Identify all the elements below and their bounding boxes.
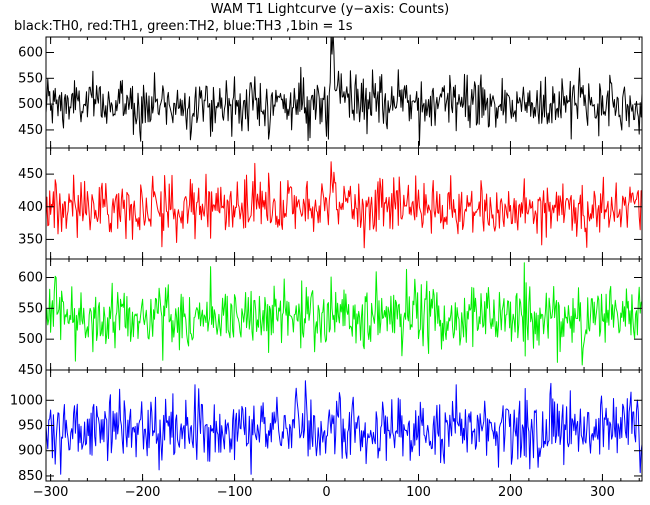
- x-tick-label: −200: [125, 485, 161, 500]
- y-tick-label: 450: [18, 363, 43, 378]
- y-tick-label: 850: [18, 469, 43, 484]
- y-tick-label: 450: [18, 167, 43, 182]
- y-tick-label: 500: [18, 332, 43, 347]
- y-tick-label: 600: [18, 45, 43, 60]
- y-tick-label: 950: [18, 419, 43, 434]
- x-tick-label: −100: [217, 485, 253, 500]
- panels-group: 450 500 550 600 350 400 450 500 550 600 850 900 950 1…: [10, 36, 643, 500]
- y-tick-label: 550: [18, 301, 43, 316]
- x-tick-label: 200: [498, 485, 523, 500]
- y-tick-label: 450: [18, 123, 43, 138]
- panel-th1: 350 400 450: [18, 147, 643, 260]
- panel-th0: 450 500 550 600: [18, 36, 643, 149]
- series-line-th1: [46, 161, 642, 249]
- series-line-th3: [46, 380, 642, 475]
- y-tick-label: 500: [18, 97, 43, 112]
- panel-th3: 850 900 950 1000 450: [10, 363, 643, 484]
- x-tick-label: 0: [322, 485, 330, 500]
- y-tick-label: 1000: [10, 393, 43, 408]
- series-line-th2: [46, 262, 642, 366]
- x-tick-label: 300: [590, 485, 615, 500]
- chart-subtitle: black:TH0, red:TH1, green:TH2, blue:TH3 …: [14, 19, 353, 34]
- y-tick-label: 900: [18, 444, 43, 459]
- y-tick-label: 550: [18, 71, 43, 86]
- y-tick-label: 600: [18, 271, 43, 286]
- x-tick-label: −300: [33, 485, 69, 500]
- y-tick-label: 400: [18, 200, 43, 215]
- chart-title: WAM T1 Lightcurve (y−axis: Counts): [211, 2, 449, 17]
- panel-frame: [45, 147, 643, 260]
- x-tick-label: 100: [406, 485, 431, 500]
- series-line-th0: [46, 37, 642, 146]
- panel-th2: 500 550 600: [18, 258, 643, 371]
- y-tick-label: 350: [18, 232, 43, 247]
